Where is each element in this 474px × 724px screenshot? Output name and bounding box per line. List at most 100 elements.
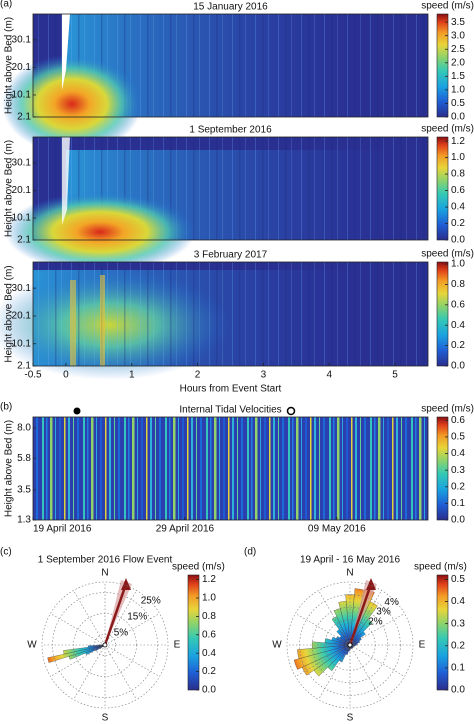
rose-sector — [338, 600, 351, 646]
plot-frame — [32, 13, 429, 118]
x-tick-label: 0 — [63, 370, 69, 381]
colorbar-tick-label: 0.2 — [202, 666, 216, 677]
colorbar-tick-label: 2.5 — [451, 44, 465, 55]
r-tick-label: 3% — [376, 607, 391, 618]
plot-frame — [32, 136, 429, 241]
colorbar-label: speed (m/s) — [421, 1, 474, 12]
colorbar-tick-label: 0.0 — [451, 112, 465, 123]
colorbar-tick-label: 0.2 — [451, 481, 465, 492]
r-tick-label: 15% — [127, 612, 147, 623]
colorbar-tick-label: 0.4 — [451, 596, 465, 607]
y-tick-label: 30.1 — [12, 35, 32, 46]
r-tick-label: 2% — [368, 616, 383, 627]
colorbar-tick-label: 0.4 — [451, 202, 465, 213]
colorbar-tick-label: 3.5 — [451, 17, 465, 28]
colorbar-label: speed (m/s) — [421, 124, 474, 135]
plot-title: Internal Tidal Velocities — [179, 405, 281, 416]
rose-sector — [349, 631, 366, 646]
x-tick-label: 4 — [326, 370, 332, 381]
spoke — [104, 613, 160, 646]
colorbar-tick-label: 1.0 — [451, 152, 465, 163]
ring — [311, 606, 389, 684]
spoke — [50, 613, 106, 646]
y-tick-label: 20.1 — [12, 62, 32, 73]
colorbar-tick-label: 0.4 — [451, 320, 465, 331]
spoke — [349, 590, 382, 646]
colorbar-tick-label: 0.4 — [451, 448, 465, 459]
plot-title: 1 September 2016 Flow Event — [38, 555, 173, 566]
heatmap-fields — [0, 14, 428, 520]
colorbar-tick-label: 0.6 — [451, 185, 465, 196]
x-tick-label: 19 April 2016 — [33, 524, 92, 535]
colorbar-label: speed (m/s) — [421, 404, 474, 415]
colorbar-tick-label: 0.2 — [451, 218, 465, 229]
rose-sector — [349, 618, 373, 646]
x-tick-label: 5 — [392, 370, 398, 381]
colorbar-tick-label: 1.5 — [451, 71, 465, 82]
x-tick-label: 29 April 2016 — [156, 524, 215, 535]
colorbar-tick-label: 1.2 — [202, 574, 216, 585]
rose-sector — [349, 637, 362, 646]
colorbar-tick-label: 0.2 — [451, 640, 465, 651]
spoke — [73, 644, 106, 700]
colorbar-tick-label: 0.6 — [451, 299, 465, 310]
colorbar-tick-label: 0.0 — [451, 685, 465, 696]
colorbar-tick-label: 0.1 — [451, 498, 465, 509]
y-tick-label: 30.1 — [12, 283, 32, 294]
colorbar-tick-label: 0.5 — [451, 574, 465, 585]
colorbar-tick-label: 0.8 — [451, 279, 465, 290]
y-axis-label: Height above Bed (m) — [4, 420, 15, 517]
plot-frame — [32, 416, 429, 521]
outer-ring — [41, 581, 169, 709]
y-tick-label: 1.3 — [17, 515, 31, 526]
rose-sector — [297, 644, 351, 659]
x-tick-label: 09 May 2016 — [308, 524, 366, 535]
panel-label: (c) — [0, 547, 12, 558]
colorbar-tick-label: 1.2 — [451, 136, 465, 147]
x-tick-label: 2 — [195, 370, 201, 381]
y-tick-label: 2.1 — [17, 112, 31, 123]
y-tick-label: 20.1 — [12, 311, 32, 322]
rose-sector — [349, 601, 378, 646]
colorbar — [187, 574, 200, 691]
panel-label: (a) — [0, 0, 12, 10]
panel-label: (d) — [244, 547, 256, 558]
colorbar-tick-label: 0.1 — [451, 663, 465, 674]
spoke — [104, 590, 137, 646]
colorbar-tick-label: 0.0 — [451, 235, 465, 246]
colorbar-tick-label: 0.8 — [451, 169, 465, 180]
rose-sector — [88, 644, 106, 648]
colorbar-tick-label: 1.0 — [451, 259, 465, 270]
colorbar-label: speed (m/s) — [172, 562, 225, 573]
y-tick-label: 10.1 — [12, 90, 32, 101]
colorbar — [436, 261, 449, 367]
colorbar-tick-label: 1.0 — [451, 85, 465, 96]
y-axis-label: Height above Bed (m) — [4, 17, 15, 114]
compass-label: N — [346, 568, 353, 579]
colorbar-tick-label: 0.6 — [451, 415, 465, 426]
colorbar — [436, 13, 449, 118]
rose-sector — [47, 644, 106, 663]
colorbar-tick-label: 0.4 — [202, 648, 216, 659]
colorbar-tick-label: 0.3 — [451, 465, 465, 476]
colorbar-tick-label: 0.2 — [451, 340, 465, 351]
center-dot — [102, 642, 108, 648]
colorbar-tick-label: 3.0 — [451, 30, 465, 41]
colorbar-tick-label: 0.0 — [202, 685, 216, 696]
spoke — [50, 644, 106, 677]
y-tick-label: 20.1 — [12, 185, 32, 196]
colorbar-tick-label: 0.6 — [202, 629, 216, 640]
colorbar — [436, 136, 449, 241]
compass-label: S — [102, 713, 109, 724]
y-tick-label: 30.1 — [12, 158, 32, 169]
y-tick-label: 10.1 — [12, 338, 32, 349]
compass-label: W — [27, 640, 37, 651]
r-tick-label: 4% — [384, 597, 399, 608]
spoke — [104, 644, 160, 677]
colorbar-label: speed (m/s) — [421, 249, 474, 260]
r-tick-label: 25% — [141, 595, 161, 606]
rose-sector — [293, 644, 351, 670]
plot-title: 15 January 2016 — [193, 2, 268, 13]
spoke — [318, 590, 351, 646]
colorbar-tick-label: 0.0 — [451, 361, 465, 372]
